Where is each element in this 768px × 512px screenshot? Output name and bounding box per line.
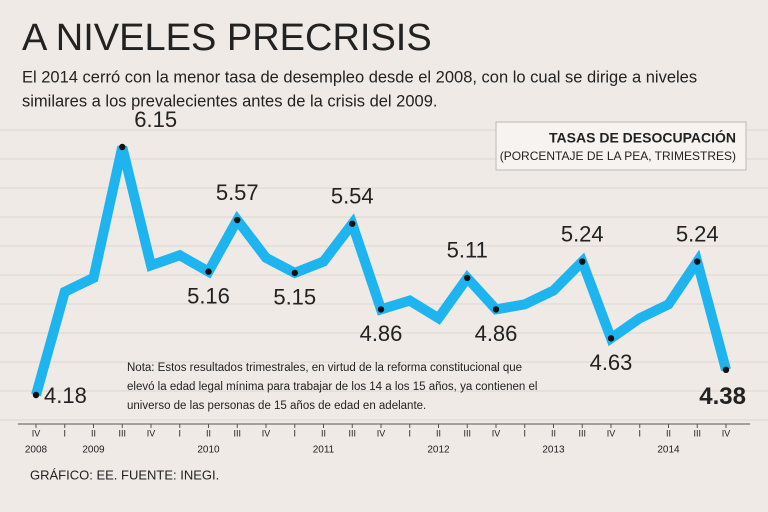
data-label: 5.54	[331, 184, 374, 209]
point	[694, 258, 701, 265]
x-tick-label: I	[638, 428, 641, 438]
x-tick-label: IV	[32, 428, 41, 438]
legend-title: TASAS DE DESOCUPACIÓN	[549, 129, 736, 146]
point	[234, 216, 241, 224]
point	[349, 220, 356, 227]
x-tick-label: II	[206, 428, 211, 438]
data-label: 4.86	[475, 321, 518, 346]
subtitle: El 2014 cerró con la menor tasa de desem…	[22, 68, 697, 86]
year-label: 2009	[82, 445, 105, 456]
x-tick-label: III	[578, 428, 586, 438]
x-tick-label: IV	[607, 428, 616, 438]
x-tick-label: III	[233, 428, 241, 438]
point	[119, 143, 126, 151]
point	[722, 366, 730, 374]
point	[291, 269, 298, 277]
data-label: 4.63	[590, 350, 633, 375]
x-tick-label: I	[293, 428, 296, 438]
x-tick-label: I	[408, 428, 411, 438]
x-tick-label: III	[463, 428, 471, 438]
subtitle: similares a los prevalecientes antes de …	[22, 92, 437, 110]
point	[205, 268, 212, 275]
x-tick-label: I	[63, 428, 66, 438]
x-tick-label: I	[523, 428, 526, 438]
data-label: 4.86	[360, 321, 403, 346]
year-label: 2011	[313, 445, 335, 456]
note: elevó la edad legal mínima para trabajar…	[127, 381, 537, 393]
year-label: 2012	[427, 445, 450, 456]
point	[579, 258, 586, 265]
data-label: 5.15	[273, 285, 316, 310]
x-tick-label: II	[91, 428, 96, 438]
data-label: 5.57	[216, 180, 259, 205]
x-tick-label: III	[693, 428, 701, 438]
x-tick-label: II	[436, 428, 441, 438]
year-label: 2008	[25, 445, 48, 456]
data-label: 6.15	[134, 107, 177, 132]
data-label: 5.16	[187, 283, 230, 308]
data-label: 4.18	[44, 383, 87, 408]
source: GRÁFICO: EE. FUENTE: INEGI.	[30, 467, 219, 482]
x-tick-label: III	[348, 428, 356, 438]
x-tick-label: I	[178, 428, 181, 438]
point	[607, 335, 615, 342]
point	[464, 274, 471, 282]
data-label: 5.24	[676, 221, 719, 246]
x-tick-label: IV	[492, 428, 501, 438]
point	[377, 306, 385, 313]
data-label: 4.38	[699, 383, 746, 410]
x-tick-label: IV	[722, 428, 731, 438]
x-tick-label: IV	[262, 428, 271, 438]
legend-subtitle: (PORCENTAJE DE LA PEA, TRIMESTRES)	[500, 149, 736, 163]
x-tick-label: IV	[377, 428, 386, 438]
data-label: 5.24	[561, 221, 604, 246]
x-tick-label: II	[321, 428, 326, 438]
x-tick-label: II	[666, 428, 671, 438]
year-label: 2013	[542, 445, 565, 456]
note: Nota: Estos resultados trimestrales, en …	[127, 362, 522, 374]
legend-box	[495, 121, 747, 171]
point	[32, 391, 40, 399]
chart-title: A NIVELES PRECRISIS	[22, 17, 432, 59]
year-label: 2010	[197, 445, 220, 456]
year-label: 2014	[657, 445, 680, 456]
x-tick-label: II	[551, 428, 556, 438]
x-tick-label: IV	[147, 428, 156, 438]
point	[492, 306, 500, 313]
note: universo de las personas de 15 años de e…	[127, 400, 426, 412]
data-label: 5.11	[447, 238, 488, 263]
x-tick-label: III	[118, 428, 126, 438]
